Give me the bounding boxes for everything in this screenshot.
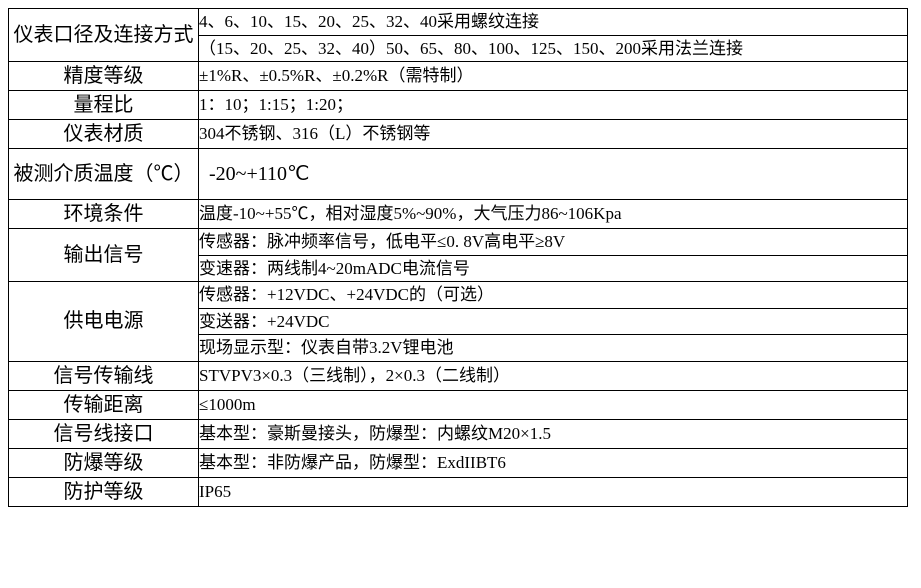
spec-value: 变速器：两线制4~20mADC电流信号 [199, 255, 908, 282]
table-row: 仪表材质 304不锈钢、316（L）不锈钢等 [9, 120, 908, 149]
spec-label: 被测介质温度（℃） [9, 149, 199, 200]
spec-label: 传输距离 [9, 390, 199, 419]
spec-table-body: 仪表口径及连接方式 4、6、10、15、20、25、32、40采用螺纹连接 （1… [9, 9, 908, 507]
table-row: 信号线接口 基本型：豪斯曼接头，防爆型：内螺纹M20×1.5 [9, 419, 908, 448]
table-row: 信号传输线 STVPV3×0.3（三线制），2×0.3（二线制） [9, 361, 908, 390]
spec-label: 供电电源 [9, 282, 199, 362]
spec-value: 4、6、10、15、20、25、32、40采用螺纹连接 [199, 9, 908, 36]
spec-label: 信号线接口 [9, 419, 199, 448]
spec-value: 1：10；1:15；1:20； [199, 91, 908, 120]
table-row: 量程比 1：10；1:15；1:20； [9, 91, 908, 120]
spec-value: 传感器：脉冲频率信号，低电平≤0. 8V高电平≥8V [199, 229, 908, 256]
spec-label: 仪表口径及连接方式 [9, 9, 199, 62]
table-row: 防护等级 IP65 [9, 477, 908, 506]
spec-label: 信号传输线 [9, 361, 199, 390]
spec-value: -20~+110℃ [199, 149, 908, 200]
spec-value: 传感器：+12VDC、+24VDC的（可选） [199, 282, 908, 309]
table-row: 被测介质温度（℃） -20~+110℃ [9, 149, 908, 200]
spec-value: ±1%R、±0.5%R、±0.2%R（需特制） [199, 62, 908, 91]
spec-label: 仪表材质 [9, 120, 199, 149]
table-row: 环境条件 温度-10~+55℃，相对湿度5%~90%，大气压力86~106Kpa [9, 200, 908, 229]
spec-label: 防爆等级 [9, 448, 199, 477]
specification-table: 仪表口径及连接方式 4、6、10、15、20、25、32、40采用螺纹连接 （1… [8, 8, 908, 507]
table-row: 供电电源 传感器：+12VDC、+24VDC的（可选） [9, 282, 908, 309]
spec-label: 精度等级 [9, 62, 199, 91]
spec-label: 防护等级 [9, 477, 199, 506]
table-row: 传输距离 ≤1000m [9, 390, 908, 419]
spec-value: ≤1000m [199, 390, 908, 419]
spec-value: 变送器：+24VDC [199, 308, 908, 335]
spec-value: 温度-10~+55℃，相对湿度5%~90%，大气压力86~106Kpa [199, 200, 908, 229]
table-row: 防爆等级 基本型：非防爆产品，防爆型：ExdIIBT6 [9, 448, 908, 477]
spec-value: IP65 [199, 477, 908, 506]
table-row: 输出信号 传感器：脉冲频率信号，低电平≤0. 8V高电平≥8V [9, 229, 908, 256]
spec-value: 基本型：豪斯曼接头，防爆型：内螺纹M20×1.5 [199, 419, 908, 448]
spec-value: （15、20、25、32、40）50、65、80、100、125、150、200… [199, 35, 908, 62]
spec-value: 基本型：非防爆产品，防爆型：ExdIIBT6 [199, 448, 908, 477]
spec-value: 304不锈钢、316（L）不锈钢等 [199, 120, 908, 149]
spec-value: 现场显示型：仪表自带3.2V锂电池 [199, 335, 908, 362]
spec-value: STVPV3×0.3（三线制），2×0.3（二线制） [199, 361, 908, 390]
table-row: 仪表口径及连接方式 4、6、10、15、20、25、32、40采用螺纹连接 [9, 9, 908, 36]
spec-label: 量程比 [9, 91, 199, 120]
spec-label: 环境条件 [9, 200, 199, 229]
spec-label: 输出信号 [9, 229, 199, 282]
table-row: 精度等级 ±1%R、±0.5%R、±0.2%R（需特制） [9, 62, 908, 91]
